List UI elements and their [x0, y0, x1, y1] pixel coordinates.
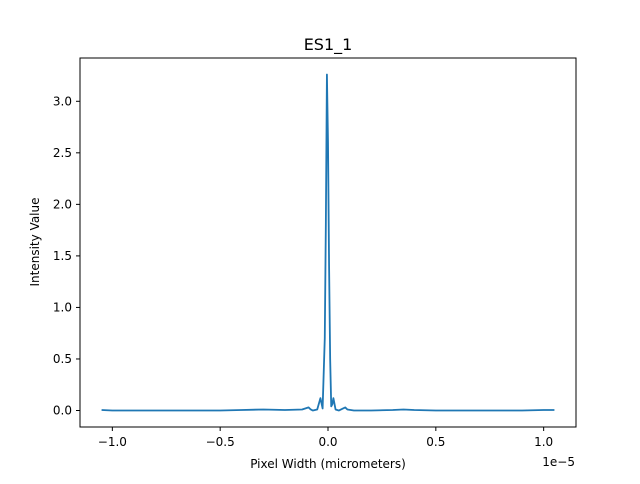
x-tick-label-3: 0.5: [426, 435, 445, 449]
y-tick-label-5: 2.5: [53, 146, 72, 160]
x-tick-label-0: −1.0: [98, 435, 127, 449]
x-axis-label: Pixel Width (micrometers): [250, 457, 406, 471]
series-line-0: [101, 73, 555, 412]
chart-title: ES1_1: [304, 35, 353, 55]
axes-frame: [79, 57, 577, 428]
y-tick-label-0: 0.0: [53, 404, 72, 418]
x-tick-label-4: 1.0: [534, 435, 553, 449]
x-tick-label-2: 0.0: [318, 435, 337, 449]
plot-area: [101, 73, 555, 412]
y-axis-ticks: 0.0 0.5 1.0 1.5 2.0 2.5 3.0: [53, 94, 80, 418]
x-axis-ticks: −1.0 −0.5 0.0 0.5 1.0: [98, 427, 553, 449]
y-axis-label: Intensity Value: [28, 198, 42, 287]
y-tick-label-2: 1.0: [53, 300, 72, 314]
x-axis-offset-text: 1e−5: [542, 455, 575, 469]
x-tick-label-1: −0.5: [206, 435, 235, 449]
y-tick-label-1: 0.5: [53, 352, 72, 366]
y-tick-label-3: 1.5: [53, 249, 72, 263]
y-tick-label-4: 2.0: [53, 197, 72, 211]
y-tick-label-6: 3.0: [53, 94, 72, 108]
